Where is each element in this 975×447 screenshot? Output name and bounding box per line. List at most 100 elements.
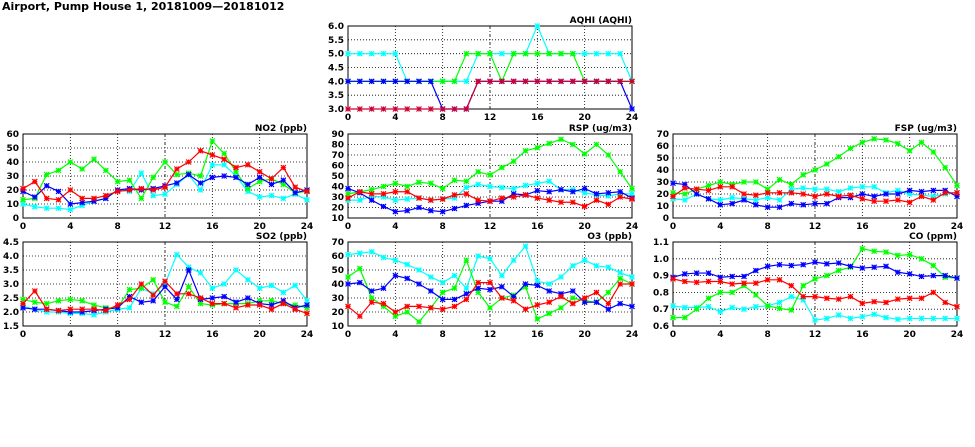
- y-tick-label: 5.0: [328, 50, 344, 60]
- data-point: [356, 250, 363, 257]
- data-point: [729, 273, 736, 280]
- data-point: [475, 50, 482, 57]
- data-point: [752, 303, 759, 310]
- data-point: [221, 150, 228, 157]
- data-point: [569, 295, 576, 301]
- x-tick-label: 0: [345, 113, 351, 123]
- data-point: [681, 278, 688, 285]
- data-point: [292, 306, 299, 313]
- data-point: [894, 316, 901, 323]
- plot-frame: [672, 241, 958, 327]
- data-point: [102, 195, 109, 202]
- data-point: [43, 182, 50, 189]
- data-point: [416, 204, 422, 211]
- data-point: [368, 50, 375, 57]
- y-tick-label: 2.0: [3, 308, 19, 318]
- data-point: [752, 291, 759, 298]
- x-tick-label: 4: [717, 330, 723, 340]
- data-point: [788, 181, 795, 188]
- data-point: [280, 300, 287, 307]
- data-point: [534, 23, 541, 29]
- data-point: [906, 295, 913, 302]
- data-point: [776, 299, 783, 306]
- y-tick-label: 1.5: [3, 322, 19, 332]
- data-point: [304, 297, 310, 304]
- data-point: [487, 304, 493, 311]
- data-point: [463, 50, 470, 57]
- panel-title: O3 (ppb): [587, 232, 632, 242]
- data-point: [356, 197, 363, 204]
- data-point: [546, 140, 553, 147]
- data-point: [304, 188, 310, 195]
- data-point: [292, 189, 299, 196]
- data-point: [356, 78, 363, 85]
- y-tick-label: 30: [331, 193, 344, 203]
- data-point: [693, 270, 700, 277]
- data-point: [55, 188, 62, 195]
- data-point: [558, 136, 564, 143]
- data-point: [729, 289, 736, 296]
- series-green: [670, 245, 960, 321]
- data-point: [31, 288, 38, 294]
- data-point: [776, 276, 783, 283]
- x-tick-label: 8: [765, 222, 771, 232]
- x-tick-label: 24: [626, 113, 639, 123]
- data-point: [404, 78, 411, 85]
- panel-o3: 10 20 30 40 50 60 70 0 4 8 12 16 20 24 O3 (ppb): [331, 232, 638, 340]
- data-point: [593, 190, 600, 197]
- data-point: [173, 166, 180, 172]
- data-point: [404, 303, 411, 310]
- data-point: [392, 50, 399, 57]
- data-point: [292, 184, 299, 191]
- data-point: [823, 272, 830, 279]
- data-point: [776, 261, 783, 268]
- data-point: [79, 309, 86, 315]
- y-tick-label: 10: [331, 214, 344, 224]
- data-point: [498, 78, 505, 85]
- panel-aqhi: 3.0 3.5 4.0 4.5 5.0 5.5 6.0 0 4 8 12 16 20 24 AQHI (AQ…: [328, 16, 638, 123]
- data-point: [138, 299, 145, 306]
- data-point: [835, 153, 842, 160]
- data-point: [534, 195, 541, 201]
- data-point: [835, 296, 842, 303]
- x-tick-label: 24: [301, 222, 314, 232]
- y-tick-label: 20: [331, 308, 344, 318]
- data-point: [510, 190, 517, 197]
- data-point: [693, 279, 700, 286]
- data-point: [498, 164, 505, 171]
- data-point: [427, 106, 434, 112]
- data-point: [427, 274, 434, 280]
- x-tick-label: 16: [856, 330, 869, 340]
- data-point: [475, 253, 482, 259]
- data-point: [185, 267, 192, 273]
- data-point: [593, 299, 600, 306]
- data-point: [546, 299, 553, 306]
- data-point: [79, 306, 86, 313]
- data-point: [439, 296, 446, 303]
- x-tick-label: 12: [159, 222, 172, 232]
- data-point: [859, 313, 866, 320]
- y-tick-label: 60: [656, 142, 669, 152]
- y-tick-label: 40: [6, 158, 19, 168]
- data-point: [812, 167, 818, 173]
- data-point: [871, 198, 878, 205]
- data-point: [138, 170, 145, 177]
- y-tick-label: 30: [331, 294, 344, 304]
- data-point: [463, 257, 470, 264]
- x-tick-label: 4: [392, 222, 398, 232]
- data-point: [185, 159, 192, 165]
- series-red: [670, 276, 960, 310]
- data-point: [717, 179, 724, 185]
- x-tick-label: 16: [531, 113, 544, 123]
- data-point: [847, 315, 854, 322]
- data-point: [173, 171, 180, 178]
- data-point: [741, 273, 747, 280]
- data-point: [522, 78, 529, 85]
- data-point: [823, 161, 830, 167]
- data-point: [681, 270, 688, 277]
- data-point: [741, 306, 747, 313]
- x-tick-label: 20: [578, 113, 591, 123]
- data-point: [558, 199, 564, 206]
